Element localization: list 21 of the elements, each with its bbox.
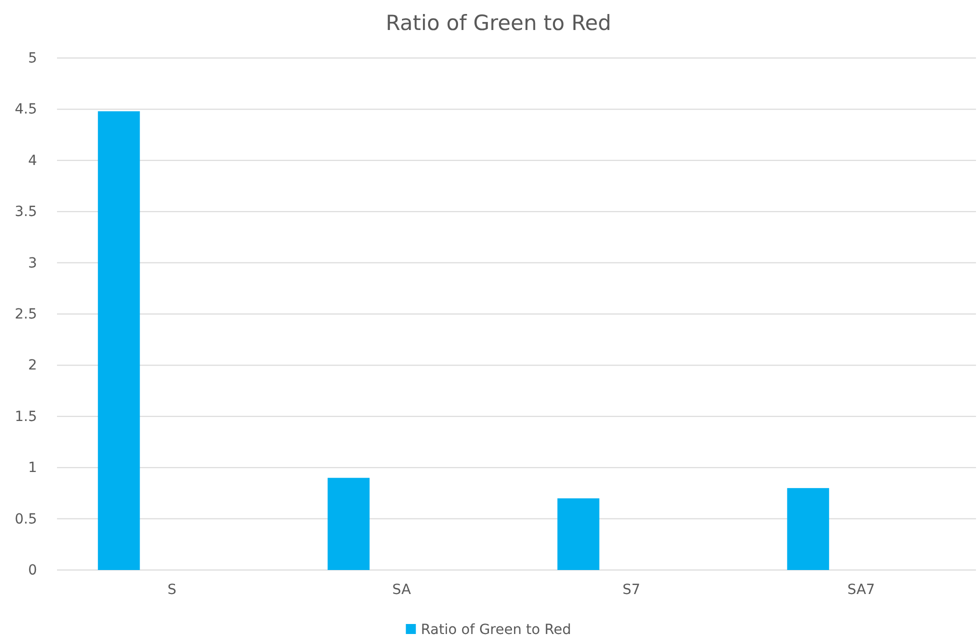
- bar: [98, 111, 140, 570]
- y-tick-label: 4: [28, 152, 38, 169]
- y-tick-label: 0: [28, 562, 37, 578]
- y-tick-label: 1: [28, 460, 37, 476]
- y-tick-label: 3: [28, 255, 37, 272]
- bar: [557, 498, 600, 570]
- y-tick-label: 0.5: [14, 511, 37, 528]
- x-tick-label: SA: [392, 582, 412, 598]
- y-tick-label: 2: [28, 358, 37, 374]
- bar: [787, 488, 830, 570]
- x-tick-label: SA7: [847, 582, 875, 598]
- bar: [328, 478, 370, 570]
- y-tick-label: 3.5: [14, 204, 37, 220]
- x-tick-label: S: [167, 582, 176, 598]
- y-tick-label: 1.5: [14, 408, 37, 425]
- y-tick-label: 4.5: [14, 102, 37, 118]
- y-tick-label: 2.5: [14, 306, 37, 322]
- y-tick-label: 5: [28, 50, 37, 66]
- chart-title: Ratio of Green to Red: [386, 11, 612, 35]
- x-tick-label: S7: [622, 582, 640, 598]
- legend-label: Ratio of Green to Red: [420, 622, 572, 638]
